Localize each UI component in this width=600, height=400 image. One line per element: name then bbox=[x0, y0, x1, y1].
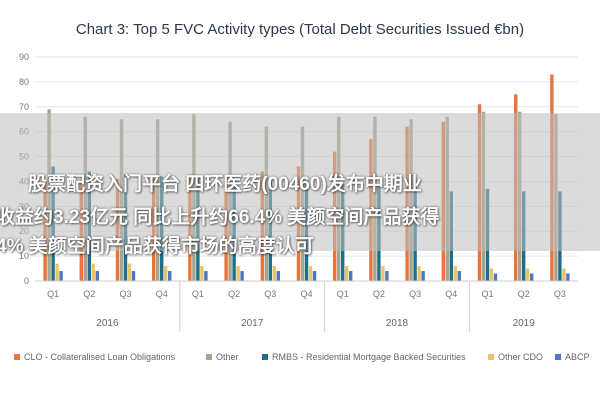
x-tick-label: Q2 bbox=[373, 289, 385, 299]
bar bbox=[562, 268, 566, 281]
bar bbox=[95, 271, 99, 281]
bar bbox=[131, 271, 136, 281]
bar bbox=[59, 271, 63, 281]
bar bbox=[493, 273, 498, 281]
x-tick-label: Q1 bbox=[192, 289, 204, 299]
bar bbox=[276, 271, 280, 281]
bar bbox=[200, 266, 204, 281]
bar bbox=[349, 271, 353, 281]
legend-label: RMBS - Residential Mortgage Backed Secur… bbox=[272, 352, 466, 362]
bar bbox=[55, 263, 59, 281]
overlay-banner: 股票配资入门平台 四环医药(00460)发布中期业 收益约3.23亿元 同比上升… bbox=[0, 113, 600, 257]
legend-swatch bbox=[488, 354, 494, 360]
bar bbox=[489, 268, 494, 281]
bar bbox=[164, 266, 168, 281]
y-tick-label: 80 bbox=[19, 77, 29, 87]
x-tick-label: Q3 bbox=[119, 289, 131, 299]
y-tick-label: 90 bbox=[19, 52, 29, 62]
year-label: 2019 bbox=[513, 318, 536, 329]
bar bbox=[312, 271, 317, 281]
bar bbox=[381, 266, 385, 281]
x-tick-label: Q2 bbox=[518, 289, 530, 299]
x-tick-label: Q1 bbox=[47, 289, 59, 299]
x-tick-label: Q1 bbox=[481, 289, 493, 299]
legend-swatch bbox=[14, 354, 20, 360]
bar bbox=[240, 271, 244, 281]
x-tick-label: Q1 bbox=[337, 289, 349, 299]
overlay-line-2: 收益约3.23亿元 同比上升约66.4% 美颜空间产品获得 bbox=[0, 207, 440, 228]
year-label: 2016 bbox=[96, 318, 119, 329]
x-tick-label: Q3 bbox=[264, 289, 276, 299]
bar bbox=[308, 266, 313, 281]
bar bbox=[566, 273, 570, 281]
y-tick-label: 0 bbox=[24, 276, 29, 286]
x-tick-label: Q2 bbox=[83, 289, 95, 299]
x-tick-label: Q2 bbox=[228, 289, 240, 299]
legend-label: Other CDO bbox=[498, 352, 543, 362]
bar bbox=[385, 271, 389, 281]
x-tick-label: Q4 bbox=[445, 289, 457, 299]
y-tick-label: 70 bbox=[19, 102, 29, 112]
bar bbox=[127, 263, 132, 281]
x-tick-label: Q3 bbox=[554, 289, 566, 299]
bar bbox=[530, 273, 534, 281]
bar bbox=[168, 271, 172, 281]
legend-label: CLO - Collateralised Loan Obligations bbox=[24, 352, 176, 362]
legend-label: ABCP bbox=[565, 352, 590, 362]
legend-swatch bbox=[262, 354, 268, 360]
year-label: 2018 bbox=[386, 318, 409, 329]
legend: CLO - Collateralised Loan Obligations Oth… bbox=[14, 352, 590, 362]
bar bbox=[453, 266, 457, 281]
bar bbox=[457, 271, 461, 281]
bar bbox=[345, 266, 349, 281]
bar bbox=[272, 266, 276, 281]
x-tick-label: Q4 bbox=[156, 289, 168, 299]
legend-swatch bbox=[555, 354, 561, 360]
x-axis: Q1 Q2 Q3 Q4 Q1 Q2 Q3 Q4 Q1 Q2 Q3 Q4 Q1 Q2 Q3 2016 2017 20… bbox=[35, 280, 578, 332]
y-tick-label: 10 bbox=[19, 251, 29, 261]
overlay-line-3: 4% 美颜空间产品获得市场的高度认可 bbox=[0, 236, 314, 257]
legend-label: Other bbox=[216, 352, 239, 362]
bar bbox=[91, 263, 95, 281]
legend-swatch bbox=[206, 354, 212, 360]
year-label: 2017 bbox=[241, 318, 264, 329]
bar bbox=[526, 268, 530, 281]
overlay-line-1: 股票配资入门平台 四环医药(00460)发布中期业 bbox=[28, 174, 422, 195]
bar bbox=[417, 266, 421, 281]
x-tick-label: Q3 bbox=[409, 289, 421, 299]
bar bbox=[204, 271, 208, 281]
chart-title: Chart 3: Top 5 FVC Activity types (Total… bbox=[76, 21, 524, 38]
x-tick-label: Q4 bbox=[300, 289, 312, 299]
bar bbox=[421, 271, 425, 281]
bar bbox=[236, 266, 240, 281]
